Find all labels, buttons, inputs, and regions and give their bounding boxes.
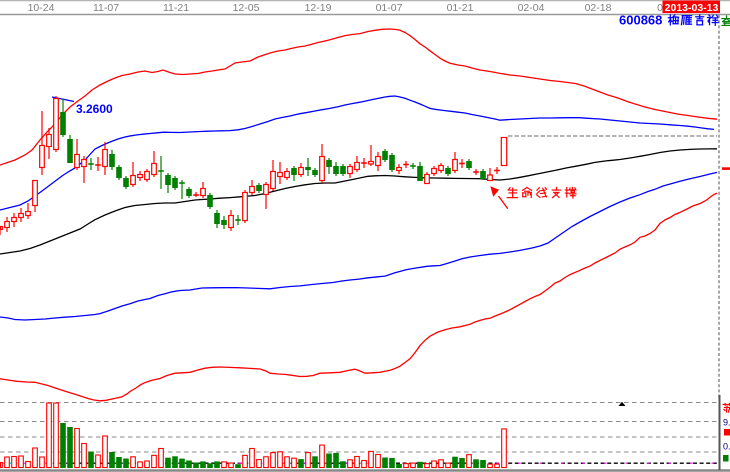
svg-text:02-18: 02-18: [585, 2, 612, 14]
svg-text:2013-03-13: 2013-03-13: [665, 2, 719, 14]
svg-text:12-19: 12-19: [305, 2, 332, 14]
svg-text:9.: 9.: [723, 418, 730, 428]
svg-text:01-21: 01-21: [447, 2, 474, 14]
svg-text:3.2600: 3.2600: [76, 102, 113, 116]
svg-text:12-05: 12-05: [233, 2, 260, 14]
svg-text:11-07: 11-07: [93, 2, 119, 14]
svg-text:11-21: 11-21: [163, 2, 189, 14]
svg-text:02-04: 02-04: [518, 2, 545, 14]
svg-text:600868: 600868: [619, 13, 662, 28]
svg-text:0.: 0.: [723, 442, 730, 452]
svg-text:0: 0: [657, 2, 663, 14]
svg-text:10-24: 10-24: [28, 2, 55, 14]
svg-text:01-07: 01-07: [376, 2, 403, 14]
